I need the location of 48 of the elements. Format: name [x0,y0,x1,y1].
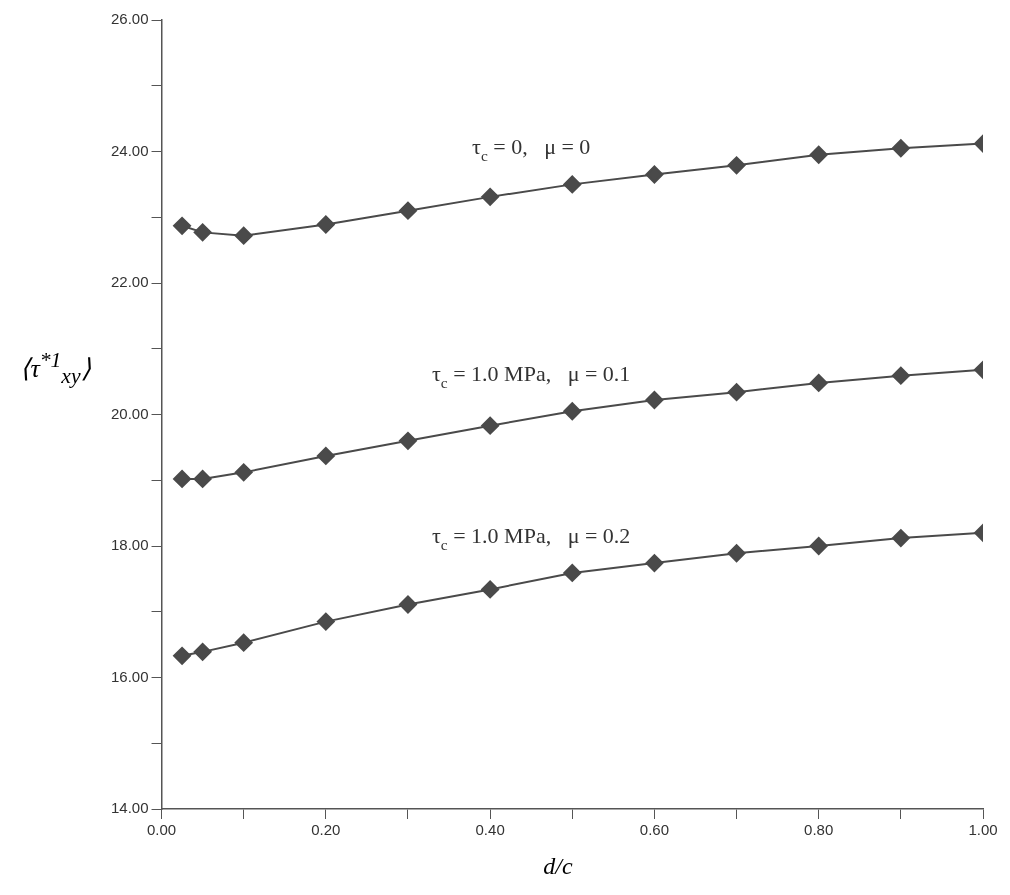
y-tick-label: 22.00 [110,273,149,291]
y-tick-label: 14.00 [110,799,149,817]
point [193,642,212,661]
point [563,563,582,582]
x-tick-label: 0.80 [804,821,834,839]
point [563,175,582,194]
point [809,373,828,392]
point [563,402,582,421]
y-tick-label: 20.00 [110,404,149,422]
y-tick-label: 16.00 [110,667,149,685]
point [891,139,910,158]
point [891,366,910,385]
point [645,391,664,410]
point [481,416,500,435]
point [173,469,192,488]
y-axis-title: ⟨τ$^{*1}$$_{xy}$⟩ [19,348,92,389]
point [398,595,417,614]
x-tick-label: 0.60 [639,821,670,839]
point [234,226,253,245]
point [234,633,253,652]
x-tick-label: 0.20 [311,821,341,839]
point [727,156,746,175]
point [316,215,335,234]
point [398,431,417,450]
point [645,165,664,184]
y-tick-label: 18.00 [110,536,149,554]
point [173,646,192,665]
y-tick-label: 26.00 [110,10,149,28]
x-tick-label: 0.40 [475,821,505,839]
point [809,145,828,164]
point [316,446,335,465]
point [316,612,335,631]
point [481,187,500,206]
point [809,537,828,555]
point [727,383,746,402]
x-tick-label: 1.00 [968,821,998,839]
point [645,554,664,573]
point [193,223,212,242]
y-tick-label: 24.00 [110,141,149,159]
point [398,201,417,220]
point [727,544,746,563]
point [173,216,192,235]
point [234,463,253,482]
x-axis-title: d/c [542,853,574,880]
point [891,529,910,548]
point [481,580,500,599]
point [193,469,212,488]
x-tick-label: 0.00 [146,821,177,839]
